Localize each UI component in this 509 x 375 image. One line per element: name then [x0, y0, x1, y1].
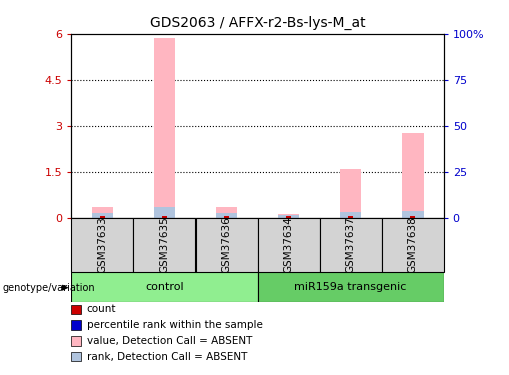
- Bar: [339, 168, 361, 217]
- Bar: [215, 213, 237, 217]
- Bar: [401, 133, 422, 218]
- Bar: [133, 217, 195, 272]
- Bar: [319, 217, 381, 272]
- Text: GSM37634: GSM37634: [283, 216, 293, 273]
- Text: genotype/variation: genotype/variation: [3, 283, 95, 292]
- Bar: [195, 217, 257, 272]
- Bar: [71, 352, 80, 362]
- Text: GSM37635: GSM37635: [159, 216, 169, 273]
- Text: value, Detection Call = ABSENT: value, Detection Call = ABSENT: [87, 336, 251, 346]
- Bar: [100, 216, 105, 217]
- Bar: [347, 216, 353, 217]
- Text: control: control: [145, 282, 183, 292]
- Bar: [257, 217, 319, 272]
- Bar: [339, 212, 361, 217]
- Bar: [92, 207, 113, 218]
- Bar: [71, 320, 80, 330]
- Bar: [401, 211, 422, 218]
- Text: miR159a transgenic: miR159a transgenic: [294, 282, 406, 292]
- Bar: [381, 217, 443, 272]
- Text: rank, Detection Call = ABSENT: rank, Detection Call = ABSENT: [87, 352, 246, 362]
- Text: GSM37638: GSM37638: [407, 216, 417, 273]
- Title: GDS2063 / AFFX-r2-Bs-lys-M_at: GDS2063 / AFFX-r2-Bs-lys-M_at: [150, 16, 364, 30]
- Bar: [223, 216, 229, 217]
- Text: percentile rank within the sample: percentile rank within the sample: [87, 320, 262, 330]
- Bar: [71, 217, 133, 272]
- Bar: [71, 272, 257, 302]
- Text: count: count: [87, 304, 116, 314]
- Bar: [286, 216, 291, 217]
- Text: GSM37637: GSM37637: [345, 216, 355, 273]
- Bar: [277, 215, 299, 217]
- Bar: [161, 216, 167, 217]
- Bar: [153, 38, 175, 218]
- Bar: [92, 213, 113, 217]
- Text: GSM37636: GSM37636: [221, 216, 231, 273]
- Bar: [71, 304, 80, 314]
- Bar: [277, 213, 299, 217]
- Text: GSM37633: GSM37633: [97, 216, 107, 273]
- Bar: [257, 272, 443, 302]
- Bar: [71, 336, 80, 346]
- Bar: [153, 207, 175, 218]
- Bar: [215, 207, 237, 218]
- Bar: [409, 216, 414, 217]
